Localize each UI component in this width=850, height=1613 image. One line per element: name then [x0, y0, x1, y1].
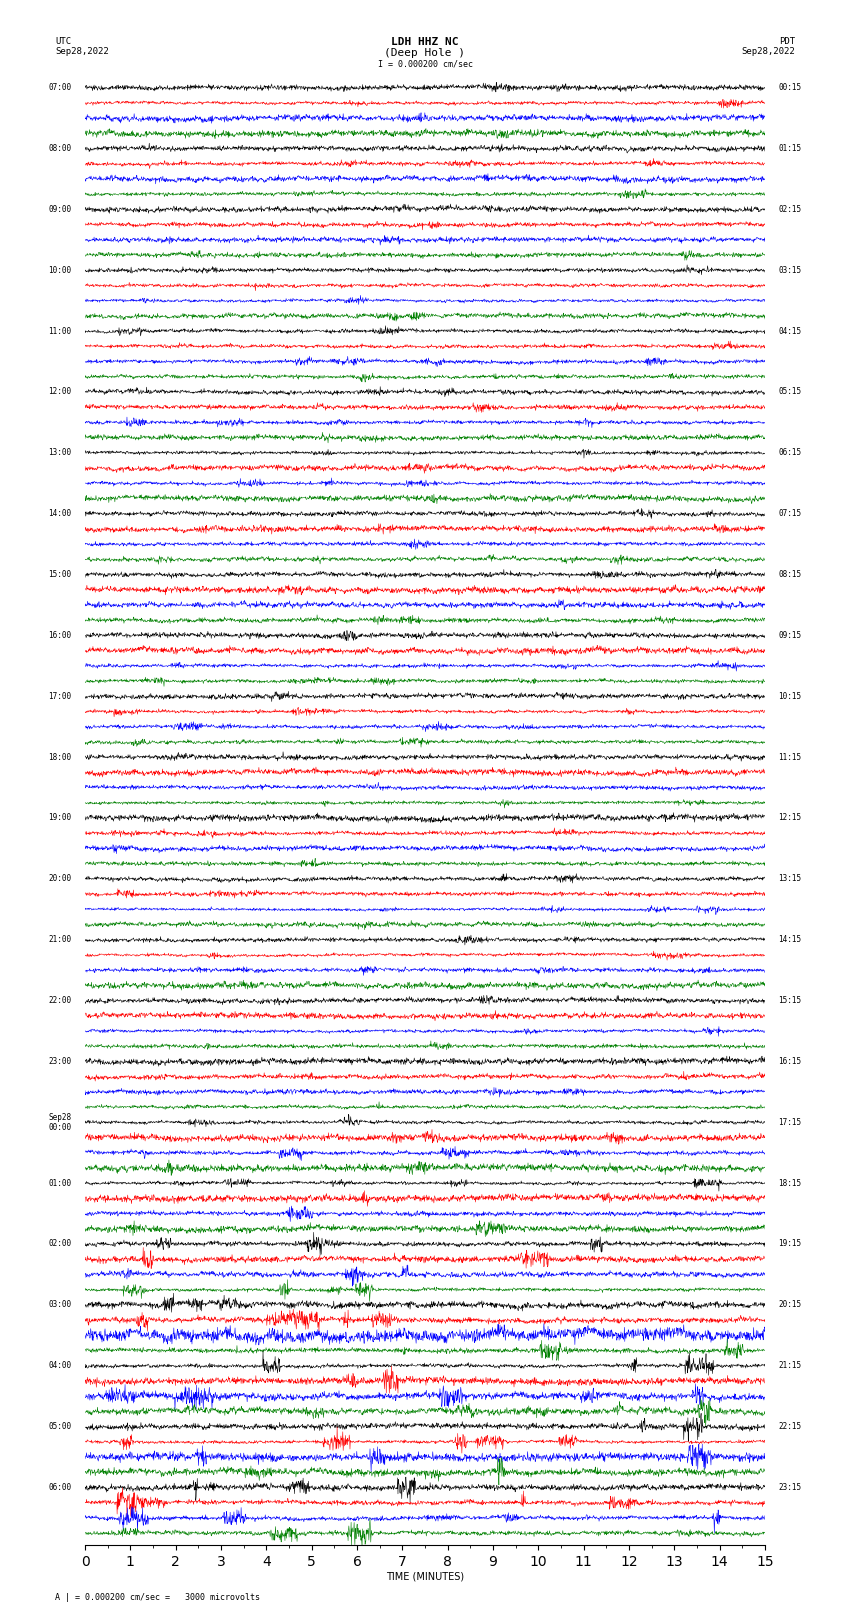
Text: 02:15: 02:15	[779, 205, 802, 215]
Text: 13:00: 13:00	[48, 448, 71, 458]
Text: 18:15: 18:15	[779, 1179, 802, 1187]
Text: I = 0.000200 cm/sec: I = 0.000200 cm/sec	[377, 60, 473, 69]
Text: (Deep Hole ): (Deep Hole )	[384, 48, 466, 58]
Text: 05:00: 05:00	[48, 1423, 71, 1431]
Text: 20:00: 20:00	[48, 874, 71, 884]
Text: 15:00: 15:00	[48, 569, 71, 579]
Text: 14:00: 14:00	[48, 510, 71, 518]
Text: 19:00: 19:00	[48, 813, 71, 823]
Text: 08:00: 08:00	[48, 144, 71, 153]
Text: 19:15: 19:15	[779, 1239, 802, 1248]
Text: 17:15: 17:15	[779, 1118, 802, 1127]
Text: 22:15: 22:15	[779, 1423, 802, 1431]
Text: 02:00: 02:00	[48, 1239, 71, 1248]
Text: 10:00: 10:00	[48, 266, 71, 274]
Text: 06:15: 06:15	[779, 448, 802, 458]
Text: 21:00: 21:00	[48, 936, 71, 944]
Text: UTC
Sep28,2022: UTC Sep28,2022	[55, 37, 109, 56]
Text: 11:00: 11:00	[48, 326, 71, 336]
Text: 03:00: 03:00	[48, 1300, 71, 1310]
Text: 23:00: 23:00	[48, 1057, 71, 1066]
Text: 07:15: 07:15	[779, 510, 802, 518]
Text: 04:00: 04:00	[48, 1361, 71, 1369]
Text: 17:00: 17:00	[48, 692, 71, 700]
Text: 14:15: 14:15	[779, 936, 802, 944]
Text: 12:00: 12:00	[48, 387, 71, 397]
Text: Sep28
00:00: Sep28 00:00	[48, 1113, 71, 1132]
Text: A | = 0.000200 cm/sec =   3000 microvolts: A | = 0.000200 cm/sec = 3000 microvolts	[55, 1592, 260, 1602]
Text: 03:15: 03:15	[779, 266, 802, 274]
Text: 05:15: 05:15	[779, 387, 802, 397]
Text: 08:15: 08:15	[779, 569, 802, 579]
Text: LDH HHZ NC: LDH HHZ NC	[391, 37, 459, 47]
Text: 13:15: 13:15	[779, 874, 802, 884]
Text: 01:15: 01:15	[779, 144, 802, 153]
Text: 01:00: 01:00	[48, 1179, 71, 1187]
Text: PDT
Sep28,2022: PDT Sep28,2022	[741, 37, 795, 56]
Text: 20:15: 20:15	[779, 1300, 802, 1310]
Text: 11:15: 11:15	[779, 753, 802, 761]
Text: 10:15: 10:15	[779, 692, 802, 700]
X-axis label: TIME (MINUTES): TIME (MINUTES)	[386, 1571, 464, 1582]
Text: 16:15: 16:15	[779, 1057, 802, 1066]
Text: 06:00: 06:00	[48, 1482, 71, 1492]
Text: 07:00: 07:00	[48, 84, 71, 92]
Text: 16:00: 16:00	[48, 631, 71, 640]
Text: 00:15: 00:15	[779, 84, 802, 92]
Text: 22:00: 22:00	[48, 997, 71, 1005]
Text: 09:15: 09:15	[779, 631, 802, 640]
Text: 15:15: 15:15	[779, 997, 802, 1005]
Text: 12:15: 12:15	[779, 813, 802, 823]
Text: 23:15: 23:15	[779, 1482, 802, 1492]
Text: 04:15: 04:15	[779, 326, 802, 336]
Text: 18:00: 18:00	[48, 753, 71, 761]
Text: 21:15: 21:15	[779, 1361, 802, 1369]
Text: 09:00: 09:00	[48, 205, 71, 215]
